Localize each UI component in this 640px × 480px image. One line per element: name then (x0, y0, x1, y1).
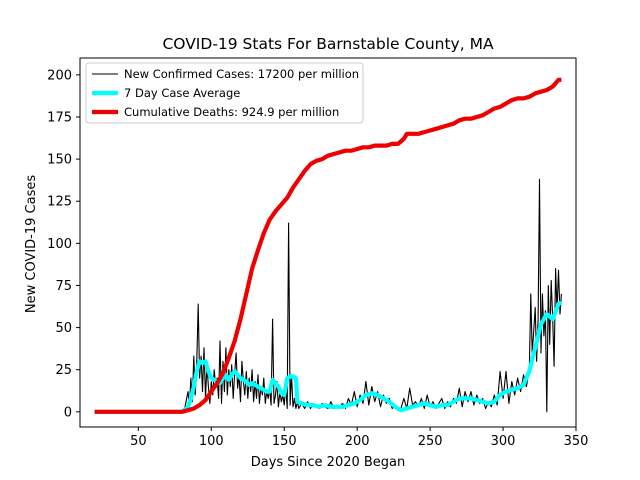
cumulative-deaths-line (94, 77, 562, 414)
y-tick-label: 25 (55, 363, 72, 378)
y-tick-label: 100 (47, 237, 72, 252)
x-tick-label: 250 (418, 434, 443, 449)
y-tick-label: 0 (64, 405, 72, 420)
y-tick-label: 150 (47, 153, 72, 168)
y-axis-label: New COVID-19 Cases (24, 175, 39, 313)
chart-title: COVID-19 Stats For Barnstable County, MA (162, 35, 493, 53)
new-cases-line (94, 178, 562, 413)
x-tick-label: 150 (272, 434, 297, 449)
y-tick-label: 175 (47, 110, 72, 125)
y-tick-label: 50 (55, 321, 72, 336)
x-tick-label: 350 (564, 434, 589, 449)
x-tick-label: 200 (345, 434, 370, 449)
x-tick-label: 300 (491, 434, 516, 449)
x-tick-label: 50 (130, 434, 147, 449)
legend-entry-cumulative-deaths: Cumulative Deaths: 924.9 per million (124, 105, 339, 119)
seven-day-average-line (94, 300, 563, 414)
plot-frame (79, 57, 577, 428)
x-tick-label: 100 (199, 434, 224, 449)
legend-entry-new-cases: New Confirmed Cases: 17200 per million (124, 67, 359, 81)
legend-box (85, 62, 364, 124)
y-tick-label: 75 (55, 279, 72, 294)
legend-entry-seven-day-average: 7 Day Case Average (124, 86, 240, 100)
y-tick-label: 200 (47, 68, 72, 83)
x-axis-label: Days Since 2020 Began (251, 455, 406, 470)
y-tick-label: 125 (47, 195, 72, 210)
